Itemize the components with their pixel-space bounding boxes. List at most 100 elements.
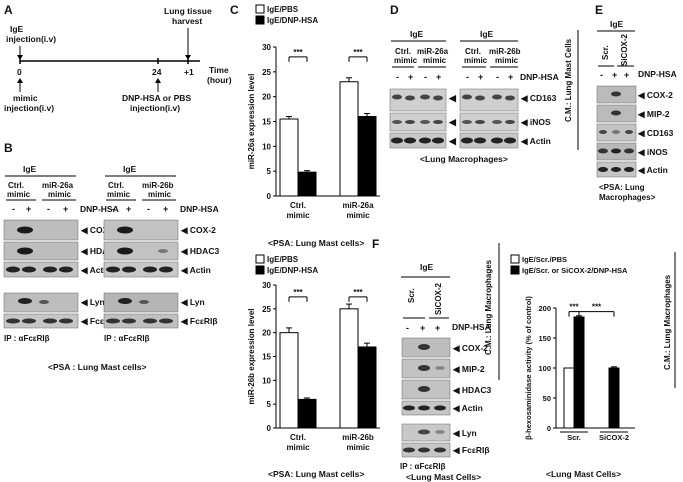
blot-b-right-label-fceri: ◀ FcεRIβ: [180, 316, 218, 326]
y-tick-label: 30: [262, 281, 271, 290]
panel-a: A IgE injection(i.v) Lung tissue harvest…: [4, 3, 232, 113]
dnp-injection-label-1: DNP-HSA or PBS: [122, 93, 191, 103]
mimic-arrow-head: [17, 78, 23, 83]
y-tick-label: 10: [262, 142, 271, 151]
blot-f-label-actin: ◀ Actin: [452, 403, 483, 413]
blot-b-left-mimic1-1: Ctrl.: [8, 181, 24, 190]
blot-b-right-fceri: [103, 313, 179, 329]
blot-e-cox2: [596, 85, 637, 104]
blot-b-left-actin: [3, 261, 79, 278]
blot-b-right-sign-1: -: [112, 204, 115, 214]
legend-label: IgE/Scr./PBS: [522, 255, 567, 264]
panel-f-chart-caption: <Lung Mast Cells>: [546, 469, 621, 479]
y-axis-label: miR-26b expression level: [247, 308, 256, 404]
blot-d-label-cd163: ◀ CD163: [520, 93, 557, 103]
significance-label: ***: [353, 48, 363, 57]
blot-d-right-mimic2-1: miR-26b: [489, 47, 521, 56]
blot-f-actin: [401, 400, 451, 416]
blot-f-cox2: [401, 337, 451, 358]
legend-label: IgE/PBS: [267, 5, 299, 14]
panel-c-top-caption: <PSA: Lung Mast cells>: [268, 238, 364, 248]
blot-b-left-mimic2-2: mimic: [48, 190, 72, 199]
blot-f-ige: IgE: [420, 262, 434, 272]
blot-d-left-actin: [389, 132, 447, 149]
blot-f-ip: IP : αFcεRIβ: [400, 462, 446, 471]
blot-b-right-cox2: [103, 219, 179, 241]
blot-b-right-sign-3: -: [147, 204, 150, 214]
blot-b-right-hdac3: [103, 241, 179, 261]
legend-label: IgE/Scr. or SiCOX-2/DNP-HSA: [522, 266, 628, 275]
tick-label-24: 24: [152, 67, 162, 77]
bar: [279, 332, 299, 429]
bar: [339, 308, 359, 429]
dnp-injection-label-2: injection(i.v): [130, 103, 180, 113]
blot-d-label-actin: ◀ Actin: [520, 136, 551, 146]
blot-f-label-fceri: ◀ FcεRIβ: [452, 445, 490, 455]
blot-e-label-actin: ◀ Actin: [637, 165, 668, 175]
blot-d-left-mimic1-1: Ctrl.: [395, 47, 411, 56]
blot-d-right-mimic2-2: mimic: [495, 56, 519, 65]
x-tick-label: miR-26b: [342, 433, 374, 442]
y-tick-label: 20: [262, 93, 271, 102]
harvest-label-1: Lung tissue: [164, 6, 212, 16]
blot-d-right-actin: [459, 132, 519, 149]
panel-letter-d: D: [390, 3, 399, 17]
bar: [279, 118, 299, 197]
panel-b-caption: <PSA : Lung Mast cells>: [48, 362, 146, 372]
tick-label-plus1: +1: [184, 67, 194, 77]
blot-d-left-mimic1-2: mimic: [394, 56, 418, 65]
blot-b-left-label-cox2: ◀ COX-2: [80, 225, 116, 235]
x-tick-label: Ctrl.: [290, 433, 306, 442]
legend-label: IgE/PBS: [267, 255, 299, 264]
blot-b-right-mimic1-2: mimic: [107, 190, 131, 199]
chart-f: 0 50 100 150 200 β-hexosaminidase activity (%…: [510, 254, 635, 442]
blot-d-left-ige: IgE: [410, 29, 424, 39]
panel-c: C 0 5 10 15 20 25 30 miR-26a expression level Ct…: [230, 3, 380, 479]
bar: [339, 81, 359, 197]
time-label-1: Time: [209, 65, 229, 75]
blot-b-right-dnp: DNP-HSA: [180, 204, 219, 214]
blot-b-left-sign-4: +: [63, 204, 68, 214]
panel-f-side-label-blot: C.M.: Lung Macrophages: [484, 259, 493, 355]
blot-d-right-cd163: [459, 88, 519, 112]
ige-injection-label-2: injection(i.v): [6, 34, 56, 44]
blot-d-left-cd163: [389, 88, 447, 112]
blot-d-left-arrow-actin: ◀: [448, 136, 457, 146]
blot-d-right-mimic1-2: mimic: [464, 56, 488, 65]
blot-d-left-mimic2-2: mimic: [423, 56, 447, 65]
panel-e-caption-1: <PSA: Lung: [599, 183, 645, 192]
y-tick-label: 15: [262, 118, 271, 127]
blot-e-col-sicox2: SiCOX-2: [620, 33, 629, 66]
blot-e-dnp: DNP-HSA: [638, 69, 677, 79]
panel-f-blot-caption: <Lung Mast Cells>: [406, 472, 481, 482]
y-tick-label: 20: [262, 329, 271, 338]
blot-b-left-dnp: DNP-HSA: [80, 204, 119, 214]
blot-b-left-fceri: [3, 313, 79, 329]
blot-f-lyn: [401, 423, 451, 442]
blot-f-label-hdac3: ◀ HDAC3: [452, 385, 491, 395]
blot-b-left-cox2: [3, 219, 79, 241]
bar: [573, 316, 585, 429]
dnp-arrow-head: [155, 78, 161, 83]
panel-e: E IgE Scr. SiCOX-2 - + + DNP-HSA: [595, 3, 677, 202]
blot-f-dnp: DNP-HSA: [452, 322, 491, 332]
blot-b-left-mimic1-2: mimic: [7, 190, 31, 199]
blot-b-right-label-actin: ◀ Actin: [180, 265, 211, 275]
mimic-injection-label-2: injection(i.v): [4, 103, 54, 113]
x-tick-label: mimic: [346, 443, 370, 452]
blot-b-left-ige: IgE: [23, 164, 37, 174]
blot-e-label-mip2: ◀ MIP-2: [637, 109, 670, 119]
y-tick-label: 50: [543, 394, 551, 403]
x-tick-label: Ctrl.: [290, 201, 306, 210]
x-tick-label: mimic: [346, 211, 370, 220]
blot-d-left-sign-2: +: [408, 72, 413, 82]
y-tick-label: 25: [262, 305, 271, 314]
x-tick-label: Scr.: [567, 433, 581, 442]
blot-b-right-label-lyn: ◀ Lyn: [180, 297, 205, 307]
time-label-2: (hour): [207, 75, 232, 85]
panel-letter-a: A: [4, 3, 13, 17]
bar: [297, 398, 317, 429]
panel-b: B IgE Ctrl. mimic miR-26a mimic - + - + …: [3, 141, 219, 372]
harvest-arrow-head: [185, 55, 191, 60]
blot-f-sign-1: -: [406, 323, 409, 333]
